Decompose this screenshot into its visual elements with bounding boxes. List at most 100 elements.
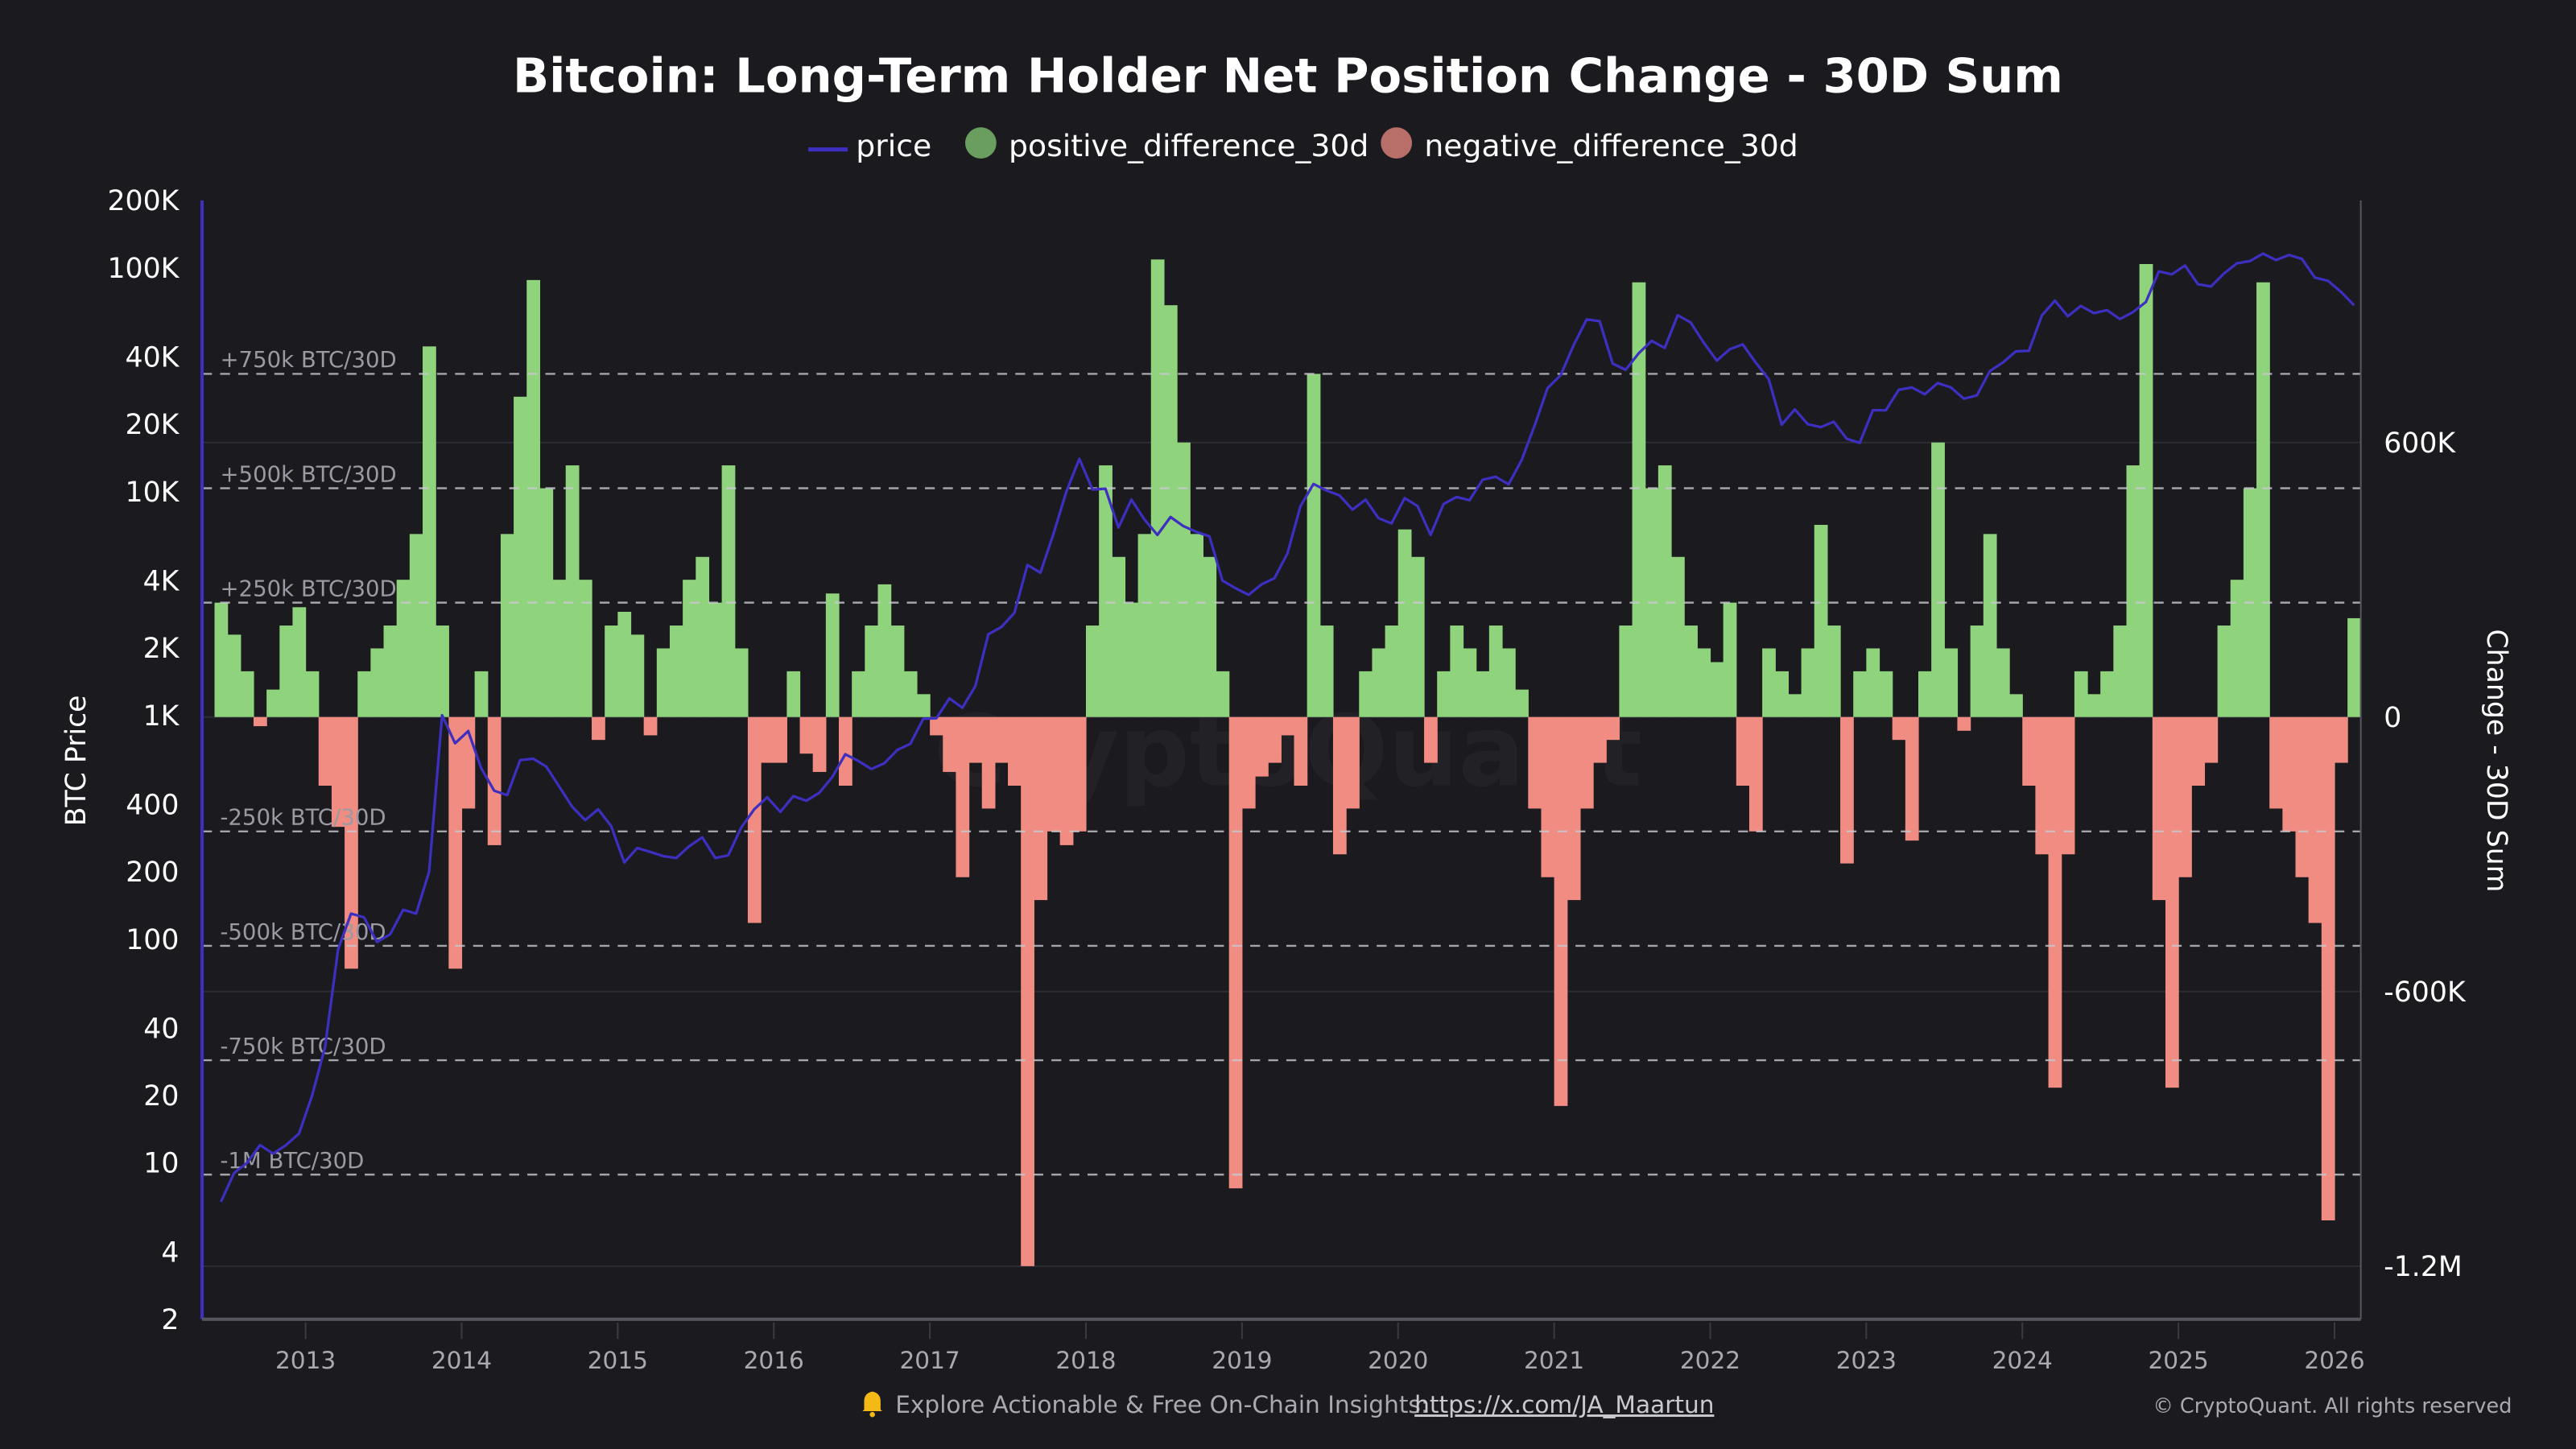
left-tick-label: 4K: [143, 565, 180, 597]
negative-bar: [1424, 716, 1438, 763]
positive-bar: [214, 602, 229, 717]
green-dot-icon: [964, 127, 997, 159]
positive-bar: [2087, 694, 2101, 717]
positive-bar: [1437, 671, 1451, 717]
positive-bar: [2256, 282, 2270, 717]
positive-bar: [292, 607, 307, 717]
positive-bar: [266, 689, 280, 717]
negative-bar: [345, 716, 358, 969]
negative-bar: [1748, 716, 1763, 832]
reference-label: -250k BTC/30D: [220, 805, 386, 831]
negative-bar: [2022, 716, 2037, 786]
negative-bar: [747, 716, 762, 923]
negative-bar: [812, 716, 827, 772]
reference-label: +500k BTC/30D: [220, 461, 396, 487]
footer-link[interactable]: https://x.com/JA_Maartun: [1414, 1391, 1714, 1418]
positive-bar: [240, 671, 254, 717]
positive-bar: [578, 580, 592, 717]
footer: Explore Actionable & Free On-Chain Insig…: [862, 1391, 2512, 1418]
left-axis-title: BTC Price: [60, 695, 93, 826]
x-tick-label: 2016: [744, 1347, 804, 1374]
bars: [214, 259, 2361, 1266]
x-tick-label: 2023: [1836, 1347, 1897, 1374]
negative-bar: [1593, 716, 1607, 763]
positive-bar: [1827, 625, 1841, 717]
positive-bar: [1385, 625, 1399, 717]
left-tick-label: 200: [126, 857, 179, 889]
legend-item-negative[interactable]: negative_difference_30d: [1381, 127, 1798, 163]
x-tick-label: 2013: [275, 1347, 336, 1374]
negative-bar: [799, 716, 814, 754]
right-tick-label: -1.2M: [2384, 1251, 2462, 1283]
negative-bar: [1281, 716, 1295, 736]
positive-bar: [916, 694, 931, 717]
negative-bar: [2178, 716, 2192, 877]
positive-bar: [1918, 671, 1932, 717]
negative-bar: [1021, 716, 1034, 1266]
positive-bar: [1619, 625, 1633, 717]
left-tick-label: 2K: [143, 633, 180, 665]
x-tick-label: 2014: [431, 1347, 492, 1374]
left-tick-label: 400: [126, 789, 179, 821]
positive-bar: [1657, 465, 1672, 717]
negative-bar: [1541, 716, 1555, 877]
positive-bar: [565, 465, 580, 717]
positive-bar: [1307, 374, 1321, 717]
positive-bar: [1879, 671, 1893, 717]
negative-bar: [592, 716, 605, 741]
positive-bar: [1632, 282, 1646, 717]
positive-bar: [1163, 305, 1178, 717]
positive-bar: [383, 625, 398, 717]
positive-bar: [1996, 648, 2010, 717]
right-tick-label: -600K: [2384, 976, 2467, 1009]
positive-bar: [2126, 465, 2140, 717]
negative-bar: [1294, 716, 1308, 786]
negative-bar: [2035, 716, 2050, 855]
x-tick-label: 2015: [588, 1347, 648, 1374]
positive-bar: [2139, 263, 2153, 717]
left-tick-label: 4: [161, 1236, 179, 1269]
positive-bar: [890, 625, 905, 717]
negative-bar: [2048, 716, 2062, 1088]
positive-bar: [474, 671, 489, 717]
positive-bar: [683, 580, 696, 717]
x-tick-label: 2021: [1524, 1347, 1584, 1374]
negative-bar: [943, 716, 957, 772]
positive-bar: [617, 611, 632, 717]
x-tick-label: 2024: [1992, 1347, 2053, 1374]
positive-bar: [1203, 556, 1217, 717]
positive-bar: [1372, 648, 1386, 717]
positive-bar: [1397, 529, 1412, 717]
negative-bar: [1255, 716, 1269, 777]
right-tick-label: 0: [2384, 702, 2401, 734]
left-tick-label: 40: [143, 1013, 179, 1045]
positive-bar: [1085, 625, 1100, 717]
negative-bar: [2269, 716, 2283, 809]
negative-bar: [761, 716, 774, 763]
negative-bar: [930, 716, 943, 736]
negative-bar: [1957, 716, 1971, 731]
negative-bar: [1606, 716, 1620, 741]
legend: price positive_difference_30d negative_d…: [808, 127, 1798, 163]
negative-bar: [981, 716, 996, 809]
positive-bar: [526, 279, 541, 717]
right-axis-title: Change - 30D Sum: [2480, 629, 2512, 892]
negative-bar: [2282, 716, 2297, 832]
right-tick-label: 600K: [2384, 427, 2456, 460]
positive-bar: [1801, 648, 1815, 717]
negative-bar: [1228, 716, 1243, 1189]
negative-bar: [331, 716, 345, 828]
negative-bar: [2321, 716, 2335, 1220]
positive-bar: [1476, 671, 1490, 717]
positive-bar: [1450, 625, 1464, 717]
legend-item-price[interactable]: price: [808, 128, 931, 163]
negative-bar: [2061, 716, 2075, 855]
positive-bar: [436, 625, 449, 717]
positive-bar: [1723, 602, 1737, 717]
x-tick-label: 2019: [1212, 1347, 1272, 1374]
negative-bar: [2334, 716, 2348, 763]
negative-bar: [1008, 716, 1022, 786]
legend-item-positive[interactable]: positive_difference_30d: [964, 127, 1368, 163]
positive-bar: [1190, 534, 1203, 717]
